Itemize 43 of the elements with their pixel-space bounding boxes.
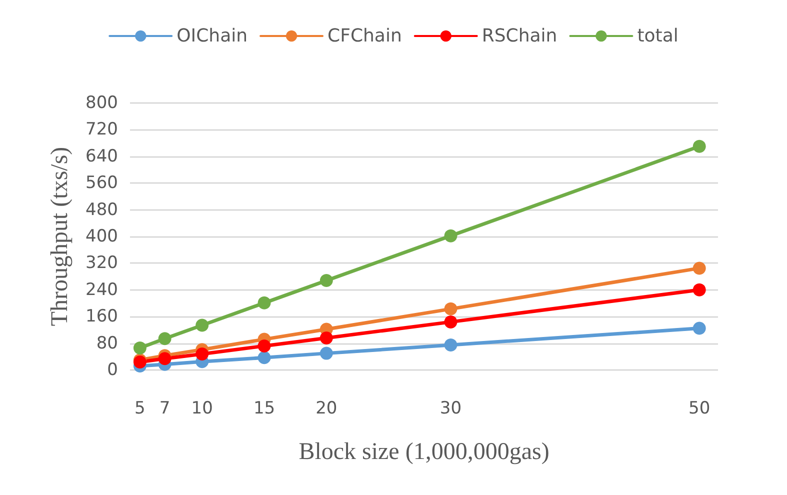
legend-label: RSChain xyxy=(482,26,558,46)
point xyxy=(444,302,458,316)
point xyxy=(158,332,172,346)
point xyxy=(692,262,706,275)
point xyxy=(258,339,271,352)
x-tick-label: 10 xyxy=(191,398,213,418)
y-tick-label: 640 xyxy=(86,146,118,166)
point xyxy=(320,346,333,360)
legend-label: total xyxy=(637,26,678,46)
point xyxy=(692,140,706,153)
y-tick-label: 240 xyxy=(86,280,118,300)
point xyxy=(444,315,458,328)
y-tick-label: 400 xyxy=(86,226,118,246)
point xyxy=(320,274,333,288)
point xyxy=(196,318,209,332)
y-tick-label: 0 xyxy=(107,360,118,380)
x-tick-label: 7 xyxy=(159,398,170,418)
point xyxy=(196,347,209,360)
x-tick-label: 15 xyxy=(253,398,276,418)
point xyxy=(258,351,271,364)
point xyxy=(444,338,458,352)
point xyxy=(158,352,172,366)
y-axis-title: Throughput (txs/s) xyxy=(47,146,73,326)
y-tick-label: 160 xyxy=(86,306,118,327)
y-tick-label: 80 xyxy=(96,333,118,354)
x-tick-label: 20 xyxy=(316,398,338,418)
point xyxy=(692,283,706,296)
point xyxy=(692,322,706,335)
point xyxy=(258,296,271,310)
y-tick-label: 320 xyxy=(86,253,118,274)
legend-label: OIChain xyxy=(176,26,248,46)
x-tick-label: 30 xyxy=(440,398,462,418)
y-tick-label: 480 xyxy=(86,200,118,220)
point xyxy=(133,341,146,354)
x-tick-label: 50 xyxy=(688,398,710,418)
y-tick-label: 800 xyxy=(86,93,118,113)
legend-label: CFChain xyxy=(328,26,402,46)
point xyxy=(320,331,333,344)
x-tick-label: 5 xyxy=(134,398,146,418)
point xyxy=(444,229,458,242)
y-tick-label: 720 xyxy=(86,120,118,140)
x-axis-title: Block size (1,000,000gas) xyxy=(298,439,550,465)
y-tick-label: 560 xyxy=(86,173,118,194)
